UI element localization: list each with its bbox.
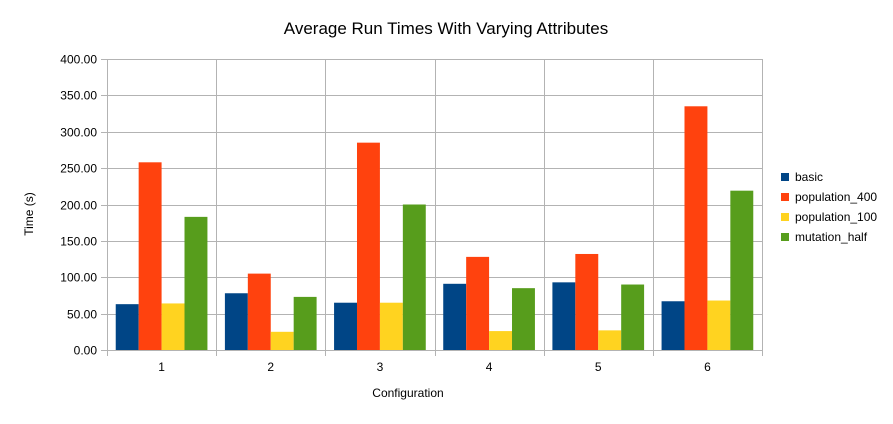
bar-mutation_half-2 [293, 296, 317, 350]
x-tick-label: 2 [267, 360, 274, 374]
bar-basic-1 [115, 304, 139, 350]
y-tick-label: 250.00 [60, 162, 97, 176]
bar-basic-2 [224, 293, 248, 350]
x-tick-label: 6 [704, 360, 711, 374]
y-tick-label: 200.00 [60, 199, 97, 213]
y-tick-label: 100.00 [60, 271, 97, 285]
chart-title: Average Run Times With Varying Attribute… [284, 19, 608, 38]
bar-basic-5 [552, 282, 576, 350]
grid-lines [101, 59, 763, 356]
legend-label: basic [795, 170, 823, 184]
bar-population_100-3 [379, 302, 403, 350]
bar-population_400-4 [466, 256, 490, 350]
x-tick-label: 1 [158, 360, 165, 374]
bar-population_400-2 [247, 273, 271, 350]
bar-population_400-6 [684, 106, 708, 350]
y-tick-label: 400.00 [60, 53, 97, 67]
bar-population_100-6 [707, 300, 731, 350]
y-tick-label: 0.00 [74, 344, 98, 358]
y-tick-label: 350.00 [60, 89, 97, 103]
legend-swatch [781, 213, 789, 221]
bar-mutation_half-3 [402, 204, 426, 350]
legend-label: population_400 [795, 190, 877, 204]
legend-swatch [781, 193, 789, 201]
legend-swatch [781, 173, 789, 181]
bar-population_100-4 [489, 331, 513, 350]
y-tick-label: 150.00 [60, 235, 97, 249]
legend-swatch [781, 233, 789, 241]
plot-frame [107, 59, 763, 351]
bar-mutation_half-1 [184, 216, 208, 350]
x-axis-label: Configuration [372, 386, 443, 400]
bar-population_100-1 [161, 303, 185, 350]
legend-label: population_100 [795, 210, 877, 224]
x-tick-label: 3 [377, 360, 384, 374]
bar-mutation_half-4 [512, 288, 535, 350]
bars [115, 106, 754, 350]
bar-basic-3 [334, 302, 357, 350]
bar-mutation_half-6 [730, 190, 754, 350]
x-tick-labels: 1 2 3 4 5 6 [158, 360, 711, 374]
bar-basic-4 [443, 283, 467, 350]
bar-basic-6 [661, 301, 685, 350]
bar-mutation_half-5 [621, 284, 645, 350]
y-tick-labels: 0.00 50.00 100.00 150.00 200.00 250.00 300.00 3… [60, 53, 97, 358]
y-axis-label: Time (s) [22, 192, 36, 236]
legend: basic population_400 population_100mutatio… [781, 170, 877, 244]
bar-population_100-5 [598, 330, 622, 350]
y-tick-label: 300.00 [60, 126, 97, 140]
bar-population_400-1 [138, 162, 162, 350]
x-tick-label: 5 [595, 360, 602, 374]
y-tick-label: 50.00 [67, 308, 97, 322]
bar-population_100-2 [270, 331, 294, 350]
x-tick-label: 4 [486, 360, 493, 374]
legend-label: mutation_half [795, 230, 868, 244]
bar-population_400-5 [575, 253, 599, 350]
axes [107, 59, 763, 351]
bar-population_400-3 [356, 142, 380, 350]
